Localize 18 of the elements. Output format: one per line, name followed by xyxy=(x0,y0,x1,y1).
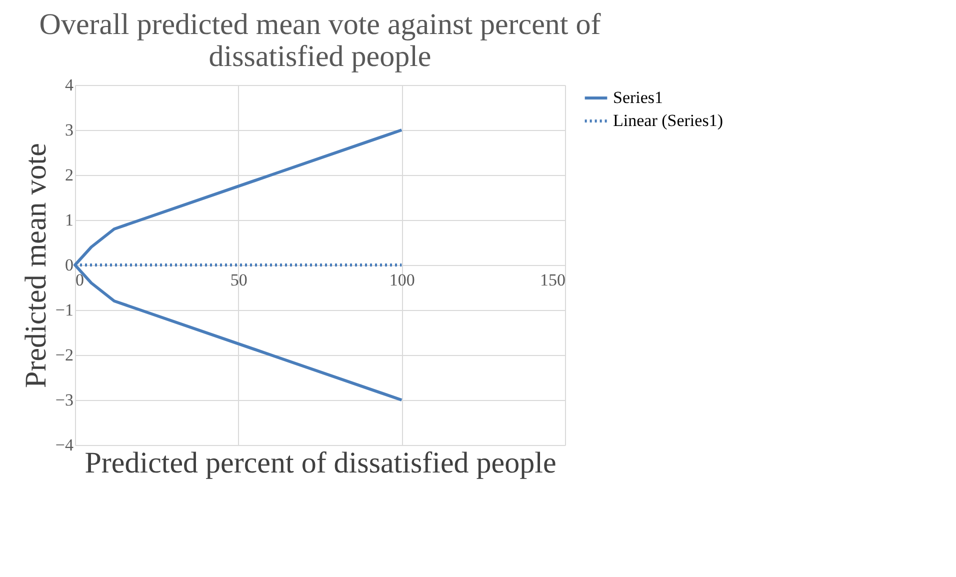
legend-label: Linear (Series1) xyxy=(613,111,723,130)
text: Overall predicted mean vote against percent of xyxy=(39,8,601,41)
x-tick-label: 100 xyxy=(389,270,415,290)
y-tick-label: 4 xyxy=(65,76,74,94)
text: dissatisfied people xyxy=(208,40,432,73)
y-tick-label: −1 xyxy=(55,300,74,320)
x-tick-label: 150 xyxy=(540,270,566,290)
y-axis-title: Predicted mean vote xyxy=(19,143,52,388)
x-tick-label: 50 xyxy=(230,270,248,290)
y-tick-label: −4 xyxy=(55,436,74,454)
y-tick-label: 2 xyxy=(65,166,74,184)
y-tick-label: 1 xyxy=(65,210,74,230)
x-axis-title: Predicted percent of dissatisfied people xyxy=(84,446,556,480)
y-tick-label: 0 xyxy=(65,256,74,274)
y-tick-label: 3 xyxy=(65,120,74,140)
legend-label: Series1 xyxy=(613,88,664,107)
y-tick-label: −3 xyxy=(55,390,74,410)
y-tick-label: −2 xyxy=(55,346,74,364)
